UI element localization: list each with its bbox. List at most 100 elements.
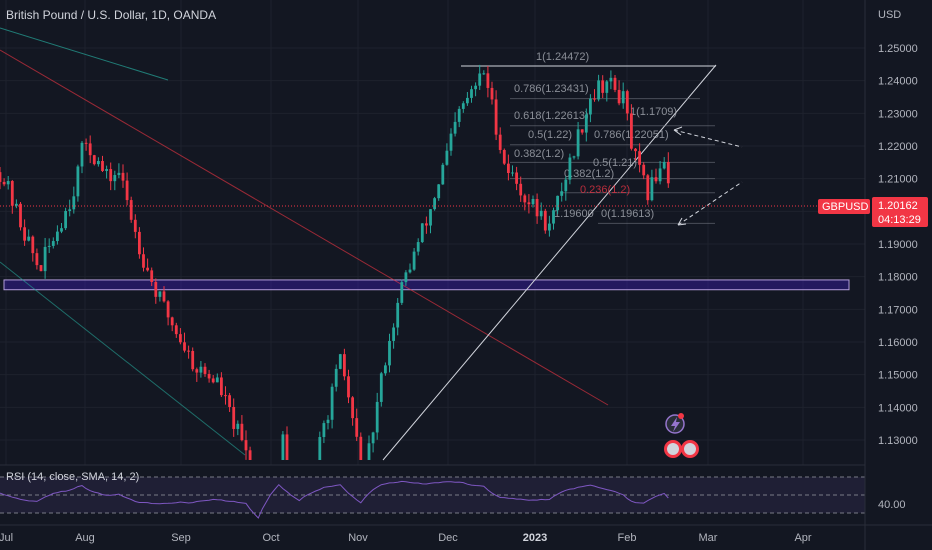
arrow-head-down — [677, 217, 687, 226]
candle-body — [494, 99, 498, 135]
candle-body — [400, 282, 404, 303]
candle-body — [642, 164, 646, 176]
symbol-badge — [818, 199, 870, 215]
candle-body — [154, 281, 158, 297]
price-tick-label: 1.21000 — [878, 174, 918, 186]
fib-label: 1(1.1709) — [630, 106, 677, 118]
candle-body — [650, 177, 654, 201]
candle-body — [404, 272, 408, 283]
candle-body — [199, 366, 203, 373]
candle-body — [625, 91, 629, 114]
candle-body — [433, 198, 436, 210]
candle-body — [597, 80, 600, 100]
candle-body — [539, 210, 543, 217]
candle-body — [429, 209, 432, 226]
candle-body — [560, 191, 564, 196]
candle-body — [474, 85, 477, 90]
candle-body — [511, 172, 514, 174]
arrow-head-up — [673, 126, 683, 136]
candle-body — [232, 406, 236, 429]
candle-body — [150, 270, 154, 282]
candle-body — [662, 162, 666, 169]
candle-body — [224, 395, 227, 397]
candle-body — [531, 199, 535, 205]
candle-body — [416, 242, 420, 252]
candle-body — [519, 183, 523, 196]
fib-levels: 1(1.24472) 0.786(1.23431) 0.618(1.22613) 0.… — [510, 51, 715, 224]
candle-body — [158, 291, 162, 297]
price-tick-label: 1.19000 — [878, 239, 918, 251]
price-badge-value: 1.20162 — [878, 200, 918, 212]
candle-body — [97, 161, 100, 165]
price-tick-label: 1.25000 — [878, 43, 918, 55]
candle-body — [117, 172, 121, 176]
candle-body — [609, 77, 613, 82]
rsi-pane — [0, 465, 865, 525]
candle-body — [203, 366, 207, 374]
candle-body — [92, 155, 96, 165]
time-tick-label: Aug — [75, 532, 95, 544]
candle-body — [84, 142, 88, 144]
candle-body — [191, 350, 195, 370]
chart-title: British Pound / U.S. Dollar, 1D, OANDA — [6, 8, 217, 22]
candle-body — [183, 342, 186, 351]
rsi-line — [0, 480, 669, 519]
price-tick-label: 1.22000 — [878, 141, 918, 153]
candle-body — [142, 254, 145, 268]
candle-body — [535, 199, 539, 217]
candle-body — [101, 161, 104, 171]
candle-body — [195, 369, 199, 373]
time-tick-label: Jul — [0, 532, 13, 544]
candle-body — [638, 151, 641, 165]
candle-body — [355, 418, 359, 437]
symbol-badge-text: GBPUSD — [822, 201, 869, 213]
candle-body — [375, 401, 379, 433]
candle-body — [453, 121, 457, 134]
candle-body — [285, 434, 289, 460]
price-tick-label: 1.17000 — [878, 304, 918, 316]
candle-body — [109, 169, 113, 182]
candle-body — [371, 432, 375, 444]
candle-body — [543, 210, 547, 231]
candle-body — [470, 89, 473, 98]
candle-body — [23, 227, 26, 241]
candle-body — [502, 149, 506, 164]
candle-body — [478, 73, 482, 86]
candle-body — [420, 223, 424, 243]
candle-body — [568, 157, 572, 180]
candle-body — [367, 443, 371, 460]
price-badge — [872, 197, 928, 228]
candle-body — [76, 166, 80, 197]
candle-body — [322, 423, 326, 438]
price-tick-label: 1.23000 — [878, 108, 918, 120]
candle-body — [576, 129, 580, 157]
candle-body — [162, 291, 166, 302]
currency-label: USD — [878, 9, 901, 21]
candle-body — [457, 108, 461, 122]
price-axis-bg — [865, 0, 932, 550]
candle-body — [486, 73, 490, 88]
flag-icon-us-inner — [667, 443, 679, 455]
candle-body — [60, 228, 63, 232]
price-tick-label: 1.14000 — [878, 402, 918, 414]
rsi-value-label: 40.00 — [878, 499, 906, 511]
candle-body — [334, 368, 338, 387]
candle-body — [56, 231, 59, 242]
candle-body — [240, 423, 244, 441]
fib-label: 1.19600 — [554, 208, 594, 220]
candle-body — [31, 236, 35, 254]
rsi-label: RSI (14, close, SMA, 14, 2) — [6, 471, 140, 483]
candle-body — [605, 81, 609, 93]
candle-body — [449, 133, 453, 151]
arrow-down-scenario — [677, 181, 743, 226]
candle-body — [236, 423, 240, 429]
price-badge-countdown: 04:13:29 — [878, 214, 921, 226]
time-tick-label: Mar — [699, 532, 718, 544]
support-zone — [3, 279, 850, 291]
fib-label: 0.236(1.2) — [580, 184, 630, 196]
time-tick-label: Oct — [262, 532, 279, 544]
price-tick-label: 1.24000 — [878, 76, 918, 88]
candle-body — [80, 142, 84, 167]
